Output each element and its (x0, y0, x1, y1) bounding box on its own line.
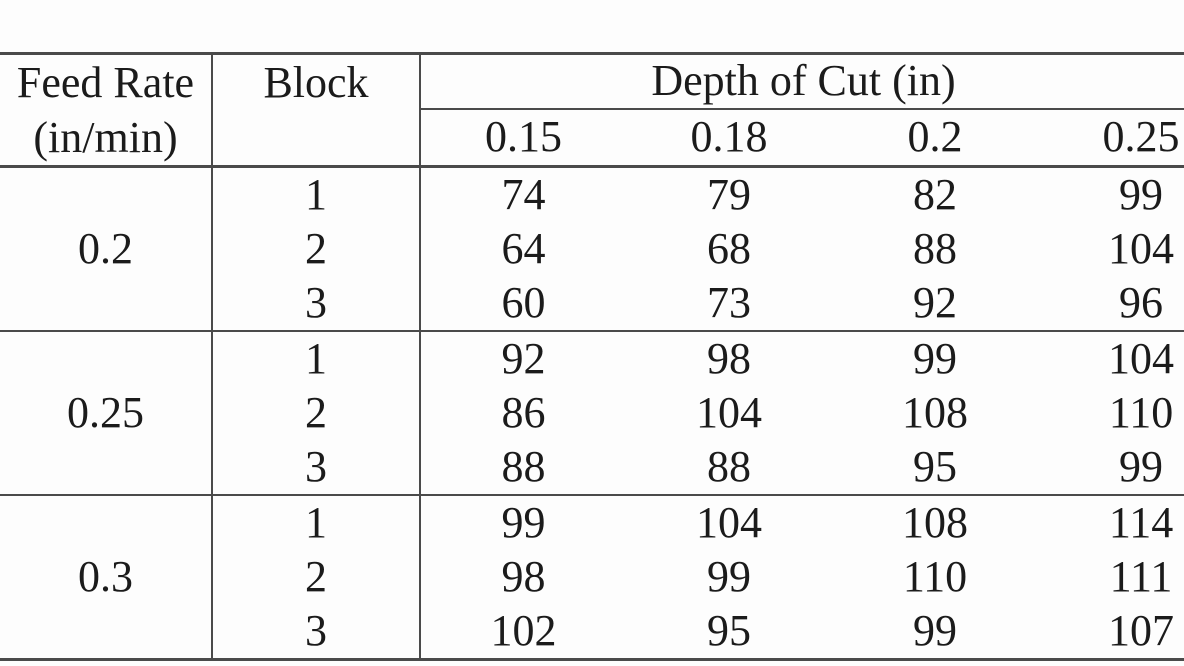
value-cell: 73 (707, 277, 751, 327)
value-cell: 79 (707, 169, 751, 219)
value-cell: 92 (913, 277, 957, 327)
feed-rate-value: 0.3 (0, 494, 213, 660)
value-cell: 95 (707, 605, 751, 655)
value-cell: 99 (1119, 169, 1164, 219)
value-cell: 98 (501, 551, 546, 601)
feed-rate-value: 0.25 (0, 330, 213, 495)
value-cell: 88 (707, 441, 751, 491)
value-cell: 88 (501, 441, 546, 491)
table-row: 0.25 1 92 98 99 104 (0, 330, 1184, 495)
header-row-2: 0.15 0.18 0.2 0.25 (0, 109, 1184, 168)
value-cell: 108 (902, 387, 968, 437)
depth-of-cut-header: Depth of Cut (in) (420, 53, 1184, 110)
experiment-data-table: Feed Rate (in/min) Block Depth of Cut (i… (0, 52, 1184, 661)
value-cell: 99 (832, 330, 1038, 386)
value-cell: 60 (501, 277, 546, 327)
value-cell: 99 (420, 494, 626, 550)
value-cell: 104 (626, 494, 832, 550)
feed-rate-value: 0.2 (0, 166, 213, 331)
value-cell: 104 (1038, 330, 1184, 386)
value-cell: 95 (913, 441, 957, 491)
table-row: 2 98 99 110 111 (0, 550, 1184, 604)
value-cell: 99 (913, 605, 957, 655)
value-cell: 92 (420, 330, 626, 386)
value-cell: 99 (1119, 441, 1164, 491)
header-row-1: Feed Rate (in/min) Block Depth of Cut (i… (0, 53, 1184, 168)
value-cell: 110 (902, 551, 968, 601)
table-row: 0.2 1 74 79 82 99 (0, 166, 1184, 331)
block-cell: 3 (212, 440, 421, 495)
depth-level-0.25: 0.25 (1038, 109, 1184, 168)
value-cell: 108 (832, 494, 1038, 550)
value-cell: 86 (501, 387, 546, 437)
value-cell: 88 (913, 223, 957, 273)
depth-level-0.15: 0.15 (420, 109, 626, 168)
block-header-cell: Block (212, 53, 421, 168)
value-cell: 110 (1108, 387, 1174, 437)
feed-rate-header-cell: Feed Rate (in/min) (0, 53, 213, 168)
table-row: 0.3 1 99 104 108 114 (0, 494, 1184, 660)
block-cell: 2 (212, 222, 421, 276)
block-header: Block (263, 58, 369, 107)
table-row: 2 64 68 88 104 (0, 222, 1184, 276)
value-cell: 104 (696, 387, 762, 437)
block-cell: 3 (212, 276, 421, 331)
table-row: 3 88 88 95 99 (0, 440, 1184, 495)
value-cell: 111 (1109, 551, 1173, 601)
value-cell: 68 (707, 223, 751, 273)
block-cell: 1 (212, 494, 421, 550)
block-cell: 1 (212, 166, 421, 222)
value-cell: 74 (501, 169, 546, 219)
depth-level-0.18: 0.18 (626, 109, 832, 168)
block-cell: 2 (212, 386, 421, 440)
block-cell: 3 (212, 604, 421, 660)
depth-level-0.2: 0.2 (832, 109, 1038, 168)
table-row: 3 102 95 99 107 (0, 604, 1184, 660)
value-cell: 99 (707, 551, 751, 601)
value-cell: 64 (501, 223, 546, 273)
value-cell: 107 (1108, 605, 1175, 655)
value-cell: 98 (626, 330, 832, 386)
block-cell: 1 (212, 330, 421, 386)
value-cell: 104 (1108, 223, 1175, 273)
feed-rate-header: Feed Rate (16, 58, 195, 107)
value-cell: 102 (490, 605, 557, 655)
table-row: 2 86 104 108 110 (0, 386, 1184, 440)
block-cell: 2 (212, 550, 421, 604)
value-cell: 82 (913, 169, 957, 219)
table-row: 3 60 73 92 96 (0, 276, 1184, 331)
value-cell: 114 (1038, 494, 1184, 550)
value-cell: 96 (1119, 277, 1164, 327)
feed-rate-unit: (in/min) (33, 113, 178, 162)
